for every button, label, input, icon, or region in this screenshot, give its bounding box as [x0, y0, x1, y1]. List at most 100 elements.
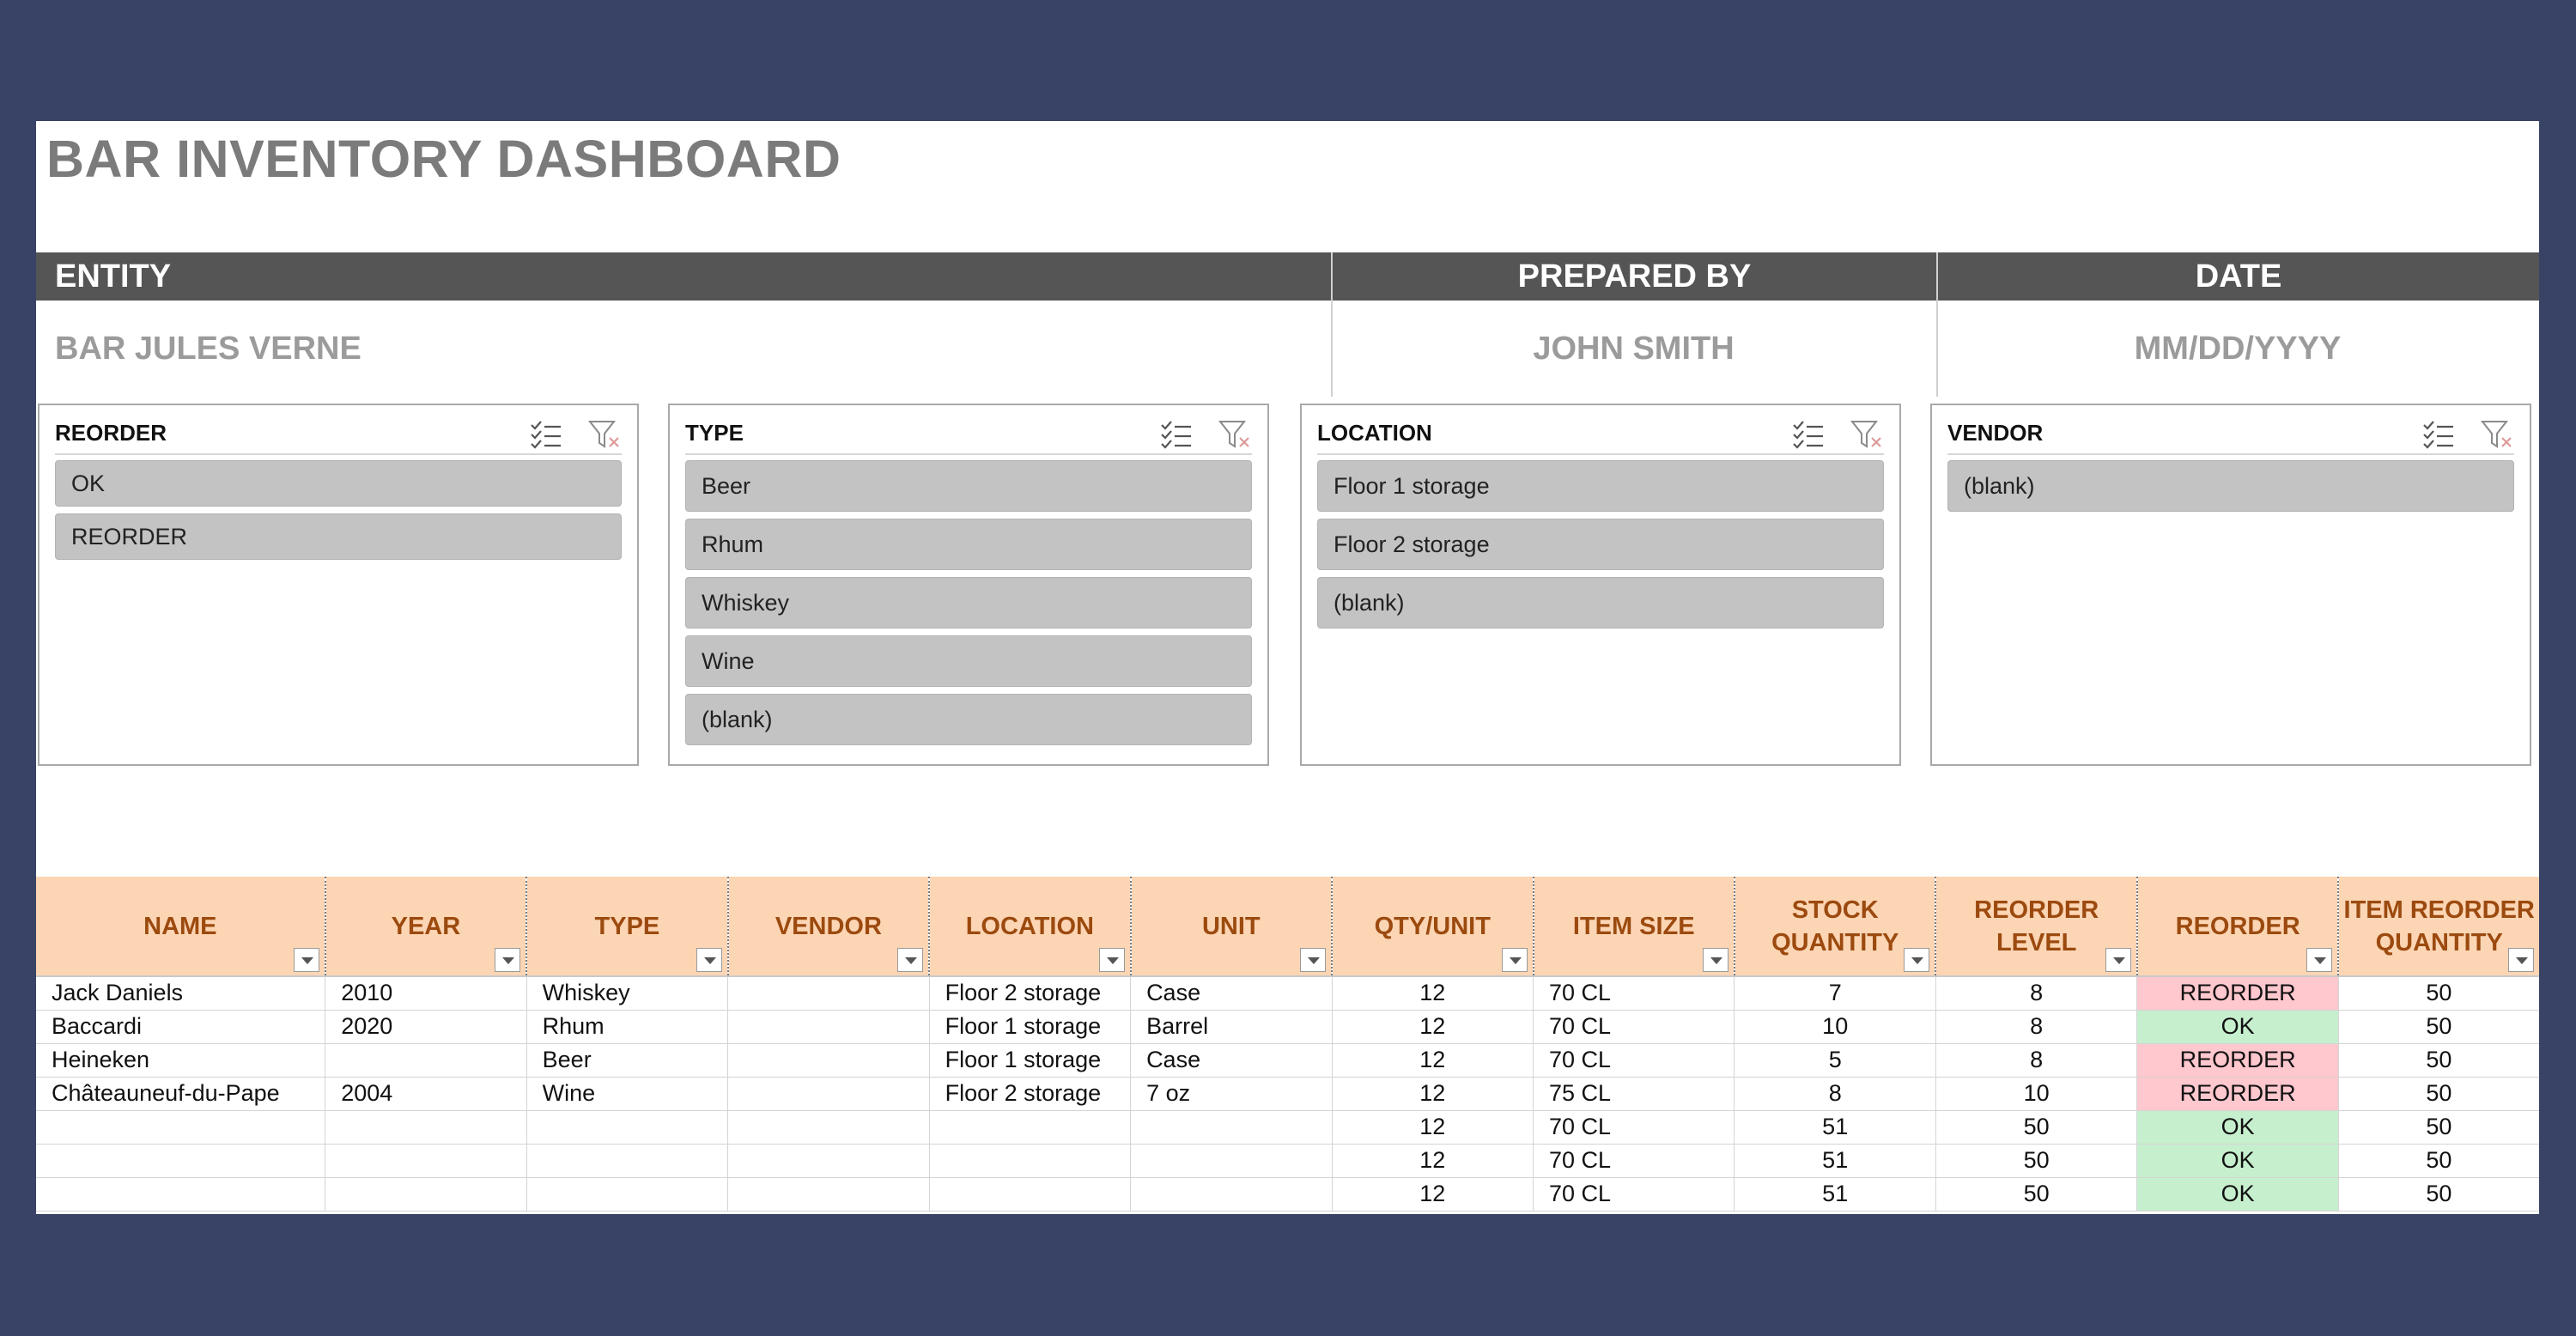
cell-vendor[interactable]	[727, 1177, 930, 1212]
slicer-item-wine[interactable]: Wine	[685, 635, 1252, 687]
entity-value[interactable]: BAR JULES VERNE	[55, 331, 361, 367]
cell-name[interactable]: Jack Daniels	[36, 976, 326, 1011]
cell-item-reorder-quantity[interactable]: 50	[2338, 976, 2539, 1011]
filter-dropdown-icon[interactable]	[2508, 948, 2534, 972]
cell-stock-quantity[interactable]: 8	[1734, 1077, 1936, 1111]
slicer-item-floor-2[interactable]: Floor 2 storage	[1317, 519, 1884, 570]
cell-item-reorder-quantity[interactable]: 50	[2338, 1010, 2539, 1044]
cell-type[interactable]: Beer	[526, 1043, 729, 1078]
cell-item-size[interactable]: 75 CL	[1533, 1077, 1735, 1111]
cell-vendor[interactable]	[727, 1043, 930, 1078]
cell-location[interactable]: Floor 1 storage	[929, 1043, 1132, 1078]
cell-reorder-level[interactable]: 8	[1935, 1010, 2138, 1044]
cell-type[interactable]	[526, 1144, 729, 1178]
cell-item-reorder-quantity[interactable]: 50	[2338, 1077, 2539, 1111]
cell-reorder-level[interactable]: 50	[1935, 1144, 2138, 1178]
filter-dropdown-icon[interactable]	[1702, 948, 1728, 972]
cell-year[interactable]	[325, 1144, 527, 1178]
cell-year[interactable]: 2004	[325, 1077, 527, 1111]
cell-name[interactable]: Heineken	[36, 1043, 326, 1078]
slicer-item-blank[interactable]: (blank)	[1947, 460, 2514, 512]
cell-reorder-level[interactable]: 8	[1935, 976, 2138, 1011]
slicer-item-rhum[interactable]: Rhum	[685, 519, 1252, 570]
cell-unit[interactable]: Case	[1130, 1043, 1333, 1078]
cell-qty-unit[interactable]: 12	[1332, 1144, 1534, 1178]
slicer-item-whiskey[interactable]: Whiskey	[685, 577, 1252, 629]
filter-dropdown-icon[interactable]	[293, 948, 319, 972]
cell-stock-quantity[interactable]: 51	[1734, 1144, 1936, 1178]
slicer-vendor[interactable]: VENDOR (blank)	[1930, 404, 2531, 766]
cell-reorder-level[interactable]: 10	[1935, 1077, 2138, 1111]
cell-reorder[interactable]: OK	[2136, 1177, 2339, 1212]
cell-vendor[interactable]	[727, 976, 930, 1011]
clear-filter-icon[interactable]	[587, 419, 622, 450]
cell-item-size[interactable]: 70 CL	[1533, 1110, 1735, 1145]
multi-select-icon[interactable]	[529, 419, 563, 450]
cell-reorder[interactable]: OK	[2136, 1010, 2339, 1044]
cell-reorder[interactable]: REORDER	[2136, 1043, 2339, 1078]
cell-name[interactable]	[36, 1110, 326, 1145]
cell-item-reorder-quantity[interactable]: 50	[2338, 1144, 2539, 1178]
slicer-item-blank[interactable]: (blank)	[1317, 577, 1884, 629]
cell-reorder[interactable]: REORDER	[2136, 976, 2339, 1011]
filter-dropdown-icon[interactable]	[2105, 948, 2131, 972]
slicer-type[interactable]: TYPE Beer Rhum Whiskey Wine (blank)	[668, 404, 1269, 766]
filter-dropdown-icon[interactable]	[1904, 948, 1930, 972]
filter-dropdown-icon[interactable]	[1098, 948, 1125, 972]
filter-dropdown-icon[interactable]	[495, 948, 521, 972]
cell-type[interactable]	[526, 1177, 729, 1212]
cell-reorder-level[interactable]: 8	[1935, 1043, 2138, 1078]
slicer-reorder[interactable]: REORDER OK REORDER	[38, 404, 639, 766]
cell-item-size[interactable]: 70 CL	[1533, 1144, 1735, 1178]
date-value[interactable]: MM/DD/YYYY	[2134, 331, 2342, 367]
cell-stock-quantity[interactable]: 51	[1734, 1110, 1936, 1145]
cell-item-size[interactable]: 70 CL	[1533, 1177, 1735, 1212]
multi-select-icon[interactable]	[1159, 419, 1194, 450]
cell-type[interactable]: Whiskey	[526, 976, 729, 1011]
cell-year[interactable]	[325, 1043, 527, 1078]
cell-item-reorder-quantity[interactable]: 50	[2338, 1043, 2539, 1078]
cell-year[interactable]	[325, 1177, 527, 1212]
cell-item-size[interactable]: 70 CL	[1533, 1043, 1735, 1078]
cell-item-size[interactable]: 70 CL	[1533, 976, 1735, 1011]
clear-filter-icon[interactable]	[2480, 419, 2514, 450]
cell-vendor[interactable]	[727, 1110, 930, 1145]
cell-reorder-level[interactable]: 50	[1935, 1177, 2138, 1212]
cell-unit[interactable]: Case	[1130, 976, 1333, 1011]
cell-name[interactable]	[36, 1144, 326, 1178]
cell-reorder-level[interactable]: 50	[1935, 1110, 2138, 1145]
cell-qty-unit[interactable]: 12	[1332, 1010, 1534, 1044]
cell-year[interactable]	[325, 1110, 527, 1145]
filter-dropdown-icon[interactable]	[2306, 948, 2333, 972]
cell-item-reorder-quantity[interactable]: 50	[2338, 1177, 2539, 1212]
cell-item-size[interactable]: 70 CL	[1533, 1010, 1735, 1044]
prepared-by-value[interactable]: JOHN SMITH	[1533, 331, 1735, 367]
cell-stock-quantity[interactable]: 7	[1734, 976, 1936, 1011]
cell-year[interactable]: 2010	[325, 976, 527, 1011]
cell-unit[interactable]: 7 oz	[1130, 1077, 1333, 1111]
filter-dropdown-icon[interactable]	[1300, 948, 1327, 972]
slicer-item-ok[interactable]: OK	[55, 460, 622, 507]
cell-stock-quantity[interactable]: 5	[1734, 1043, 1936, 1078]
cell-unit[interactable]: Barrel	[1130, 1010, 1333, 1044]
cell-name[interactable]: Baccardi	[36, 1010, 326, 1044]
cell-stock-quantity[interactable]: 10	[1734, 1010, 1936, 1044]
cell-location[interactable]: Floor 2 storage	[929, 1077, 1132, 1111]
multi-select-icon[interactable]	[1791, 419, 1826, 450]
cell-type[interactable]: Wine	[526, 1077, 729, 1111]
cell-type[interactable]: Rhum	[526, 1010, 729, 1044]
cell-location[interactable]: Floor 1 storage	[929, 1010, 1132, 1044]
cell-qty-unit[interactable]: 12	[1332, 976, 1534, 1011]
cell-reorder[interactable]: OK	[2136, 1110, 2339, 1145]
cell-name[interactable]: Châteauneuf-du-Pape	[36, 1077, 326, 1111]
filter-dropdown-icon[interactable]	[897, 948, 924, 972]
slicer-item-beer[interactable]: Beer	[685, 460, 1252, 512]
cell-unit[interactable]	[1130, 1144, 1333, 1178]
cell-unit[interactable]	[1130, 1177, 1333, 1212]
cell-reorder[interactable]: REORDER	[2136, 1077, 2339, 1111]
cell-qty-unit[interactable]: 12	[1332, 1077, 1534, 1111]
slicer-item-reorder[interactable]: REORDER	[55, 513, 622, 560]
cell-stock-quantity[interactable]: 51	[1734, 1177, 1936, 1212]
slicer-item-blank[interactable]: (blank)	[685, 694, 1252, 745]
cell-vendor[interactable]	[727, 1077, 930, 1111]
